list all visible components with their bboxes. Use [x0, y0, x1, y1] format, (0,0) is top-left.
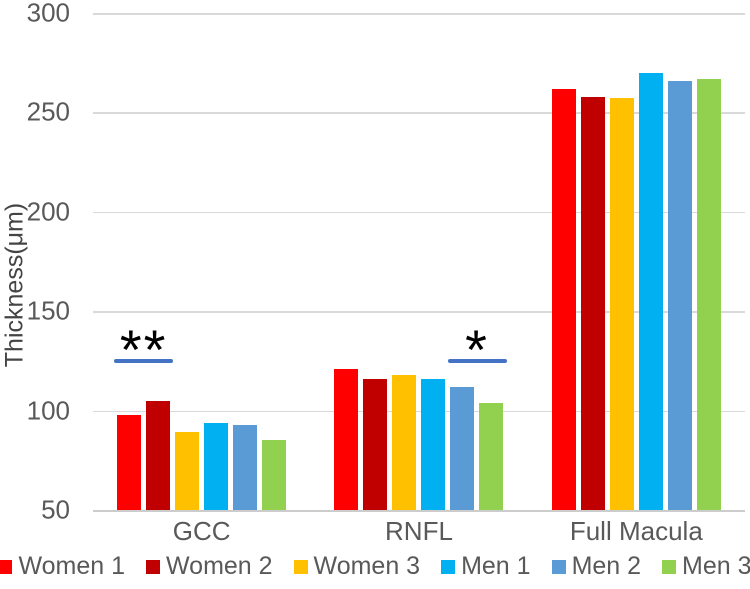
- legend-swatch-icon: [441, 559, 456, 574]
- legend-swatch-icon: [662, 559, 677, 574]
- legend-item-men-2: Men 2: [551, 552, 642, 581]
- legend-label: Men 2: [571, 552, 642, 580]
- bar-men-2-gcc: [233, 424, 258, 510]
- x-label-full-macula: Full Macula: [569, 516, 703, 546]
- legend-item-men-1: Men 1: [441, 552, 531, 581]
- bar-men-3-gcc: [262, 440, 287, 510]
- legend-item-women-1: Women 1: [0, 552, 125, 581]
- bar-group-full-macula: [528, 13, 745, 510]
- y-axis-title: Thickness(μm): [0, 202, 29, 368]
- bar-women-3-full-macula: [609, 98, 634, 510]
- legend-swatch-icon: [293, 559, 308, 574]
- y-tick-label-150: 150: [26, 295, 70, 326]
- legend-item-men-3: Men 3: [662, 552, 750, 581]
- legend-label: Women 1: [18, 552, 126, 580]
- bar-group-gcc: [93, 13, 310, 510]
- bar-women-1-full-macula: [551, 88, 576, 510]
- bar-men-2-full-macula: [667, 80, 692, 510]
- x-label-rnfl: RNFL: [385, 516, 453, 546]
- significance-line-1: [114, 358, 174, 363]
- bar-women-2-gcc: [146, 400, 171, 510]
- legend-swatch-icon: [146, 559, 161, 574]
- gridline-200: [93, 211, 745, 214]
- legend: Women 1 Women 2 Women 3 Men 1 Men 2 Men 3: [0, 552, 750, 581]
- legend-label: Women 2: [166, 552, 273, 580]
- bar-women-2-full-macula: [580, 96, 605, 510]
- bar-men-1-rnfl: [421, 378, 446, 510]
- bar-women-3-gcc: [175, 432, 200, 510]
- x-label-gcc: GCC: [172, 516, 231, 546]
- bar-women-1-rnfl: [334, 368, 359, 510]
- significance-symbol-2: *: [465, 317, 489, 381]
- bar-men-3-full-macula: [696, 78, 721, 510]
- bar-group-rnfl: [310, 13, 527, 510]
- bar-women-3-rnfl: [392, 374, 417, 510]
- legend-item-women-3: Women 3: [293, 552, 421, 581]
- bar-men-1-gcc: [204, 422, 229, 510]
- significance-symbol-1: **: [119, 317, 168, 381]
- bar-men-2-rnfl: [450, 386, 475, 510]
- bar-men-1-full-macula: [638, 72, 663, 510]
- legend-swatch-icon: [551, 559, 566, 574]
- legend-label: Men 3: [682, 552, 750, 580]
- gridline-150: [93, 311, 745, 313]
- plot-area: ** *: [93, 13, 745, 512]
- y-tick-label-50: 50: [41, 494, 70, 525]
- legend-label: Women 3: [313, 552, 421, 580]
- y-tick-label-200: 200: [26, 196, 70, 227]
- y-tick-label-100: 100: [26, 395, 70, 426]
- y-tick-label-300: 300: [26, 0, 70, 28]
- gridline-300: [93, 13, 745, 15]
- bar-men-3-rnfl: [479, 402, 504, 510]
- y-tick-label-250: 250: [26, 96, 70, 127]
- bar-women-2-rnfl: [363, 378, 388, 510]
- legend-swatch-icon: [0, 559, 13, 574]
- legend-item-women-2: Women 2: [146, 552, 273, 581]
- significance-line-2: [447, 358, 507, 363]
- x-axis-category-labels: GCC RNFL Full Macula: [93, 516, 745, 547]
- bar-groups: [93, 13, 745, 510]
- gridline-100: [93, 410, 745, 413]
- gridline-250: [93, 112, 745, 114]
- bar-women-1-gcc: [117, 414, 142, 510]
- legend-label: Men 1: [461, 552, 531, 580]
